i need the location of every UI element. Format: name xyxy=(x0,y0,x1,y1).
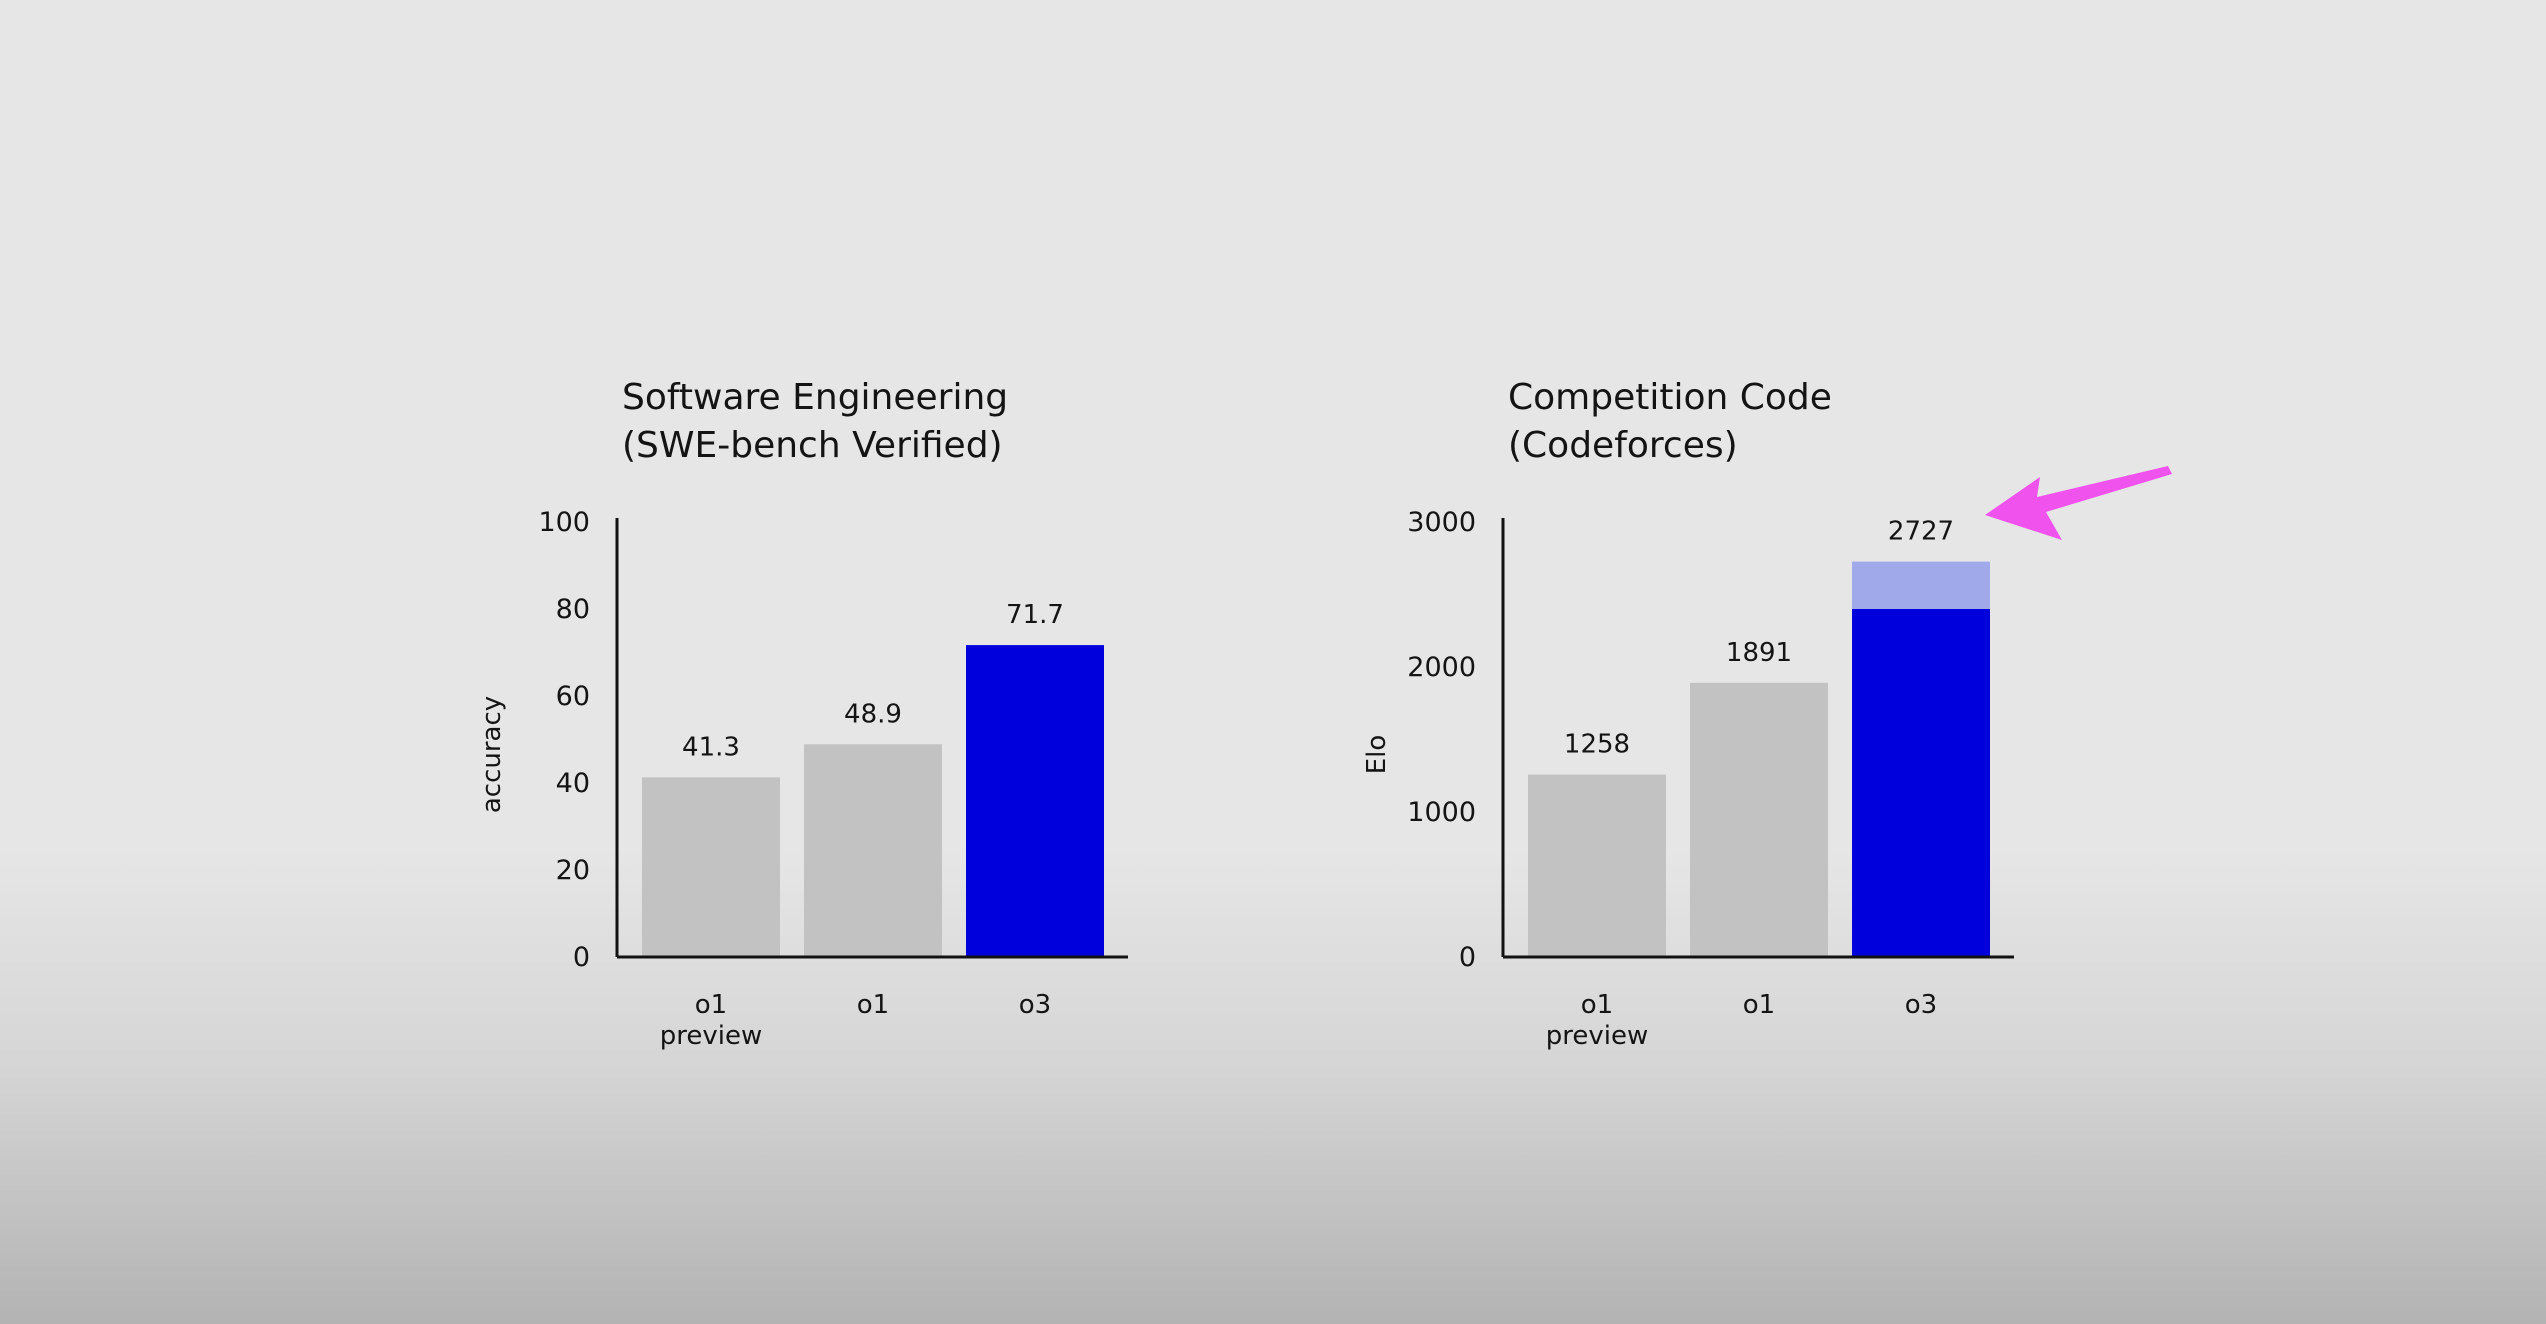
y-axis-label: accuracy xyxy=(477,696,507,813)
chart-title-line: Software Engineering xyxy=(622,377,1009,418)
chart-title-line: (Codeforces) xyxy=(1508,425,1738,466)
chart-title-swe: Software Engineering (SWE-bench Verified… xyxy=(622,374,1008,470)
bar xyxy=(642,777,780,957)
data-label: 2727 xyxy=(1888,517,1954,547)
bar xyxy=(966,645,1104,957)
chart-title-line: Competition Code xyxy=(1508,377,1832,418)
x-tick-label: o1 xyxy=(1743,990,1775,1020)
y-tick-label: 60 xyxy=(556,681,590,712)
chart-title-line: (SWE-bench Verified) xyxy=(622,425,1003,466)
x-tick-label-line: preview xyxy=(1546,1021,1649,1051)
y-axis-label: Elo xyxy=(1362,735,1392,775)
bar xyxy=(1852,609,1990,957)
bar xyxy=(1528,774,1666,957)
y-tick-label: 0 xyxy=(1459,942,1476,973)
y-tick-label: 80 xyxy=(556,594,590,625)
y-tick-label: 100 xyxy=(538,507,590,538)
data-label: 48.9 xyxy=(844,699,902,729)
data-label: 1891 xyxy=(1726,638,1792,668)
x-tick-label-line: o1 xyxy=(1581,990,1613,1020)
x-tick-label: o3 xyxy=(1019,990,1051,1020)
x-tick-label-line: o1 xyxy=(695,990,727,1020)
arrow-pointer-icon xyxy=(1985,466,2172,540)
y-tick-label: 1000 xyxy=(1407,797,1476,828)
data-label: 71.7 xyxy=(1006,600,1064,630)
y-tick-label: 20 xyxy=(556,855,590,886)
bar-extension xyxy=(1852,561,1990,609)
y-tick-label: 3000 xyxy=(1407,507,1476,538)
chart-title-codeforces: Competition Code (Codeforces) xyxy=(1508,374,1832,470)
x-tick-label-line: o3 xyxy=(1905,990,1937,1020)
bar xyxy=(1690,682,1828,957)
x-tick-label-line: o3 xyxy=(1019,990,1051,1020)
x-tick-label-line: preview xyxy=(660,1021,763,1051)
data-label: 41.3 xyxy=(682,732,740,762)
bar xyxy=(804,744,942,957)
x-tick-label: o1 preview xyxy=(1546,990,1649,1051)
x-tick-label-line: o1 xyxy=(857,990,889,1020)
y-tick-label: 0 xyxy=(573,942,590,973)
y-tick-label: 2000 xyxy=(1407,652,1476,683)
x-tick-label: o1 preview xyxy=(660,990,763,1051)
x-tick-label: o1 xyxy=(857,990,889,1020)
x-tick-label-line: o1 xyxy=(1743,990,1775,1020)
x-tick-label: o3 xyxy=(1905,990,1937,1020)
data-label: 1258 xyxy=(1564,730,1630,760)
y-tick-label: 40 xyxy=(556,768,590,799)
